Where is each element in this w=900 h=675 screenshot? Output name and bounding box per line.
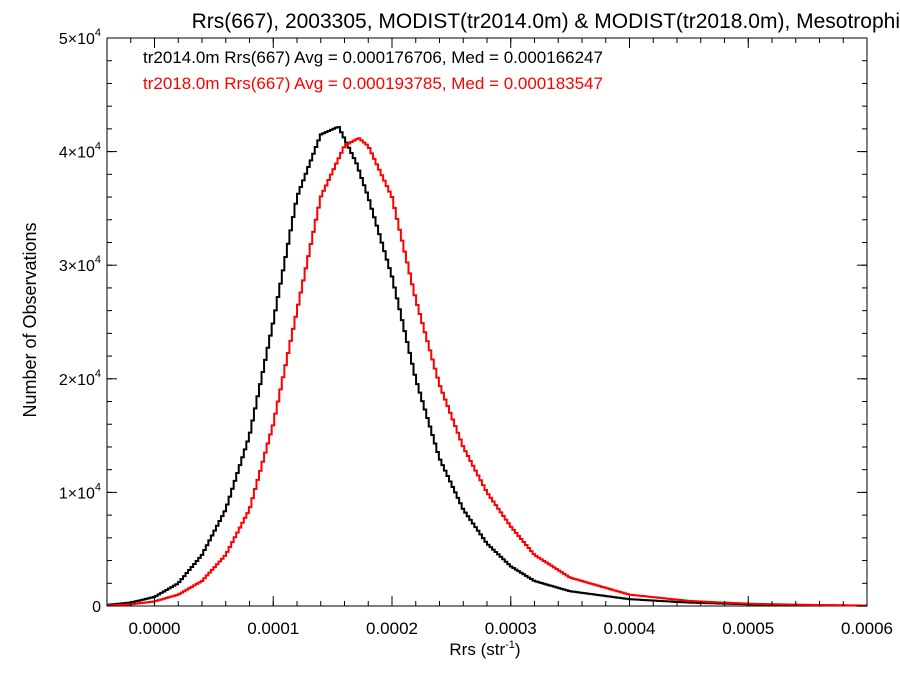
annotation-layer: tr2014.0m Rrs(667) Avg = 0.000176706, Me… (143, 48, 603, 93)
ticks-layer: 0.0000 0.0001 0.0002 0.0003 0.0004 0.0005 0.00… (59, 27, 893, 638)
x-axis-label-text: Rrs (str (449, 640, 505, 659)
y-axis-label: Number of Observations (20, 222, 40, 417)
y-tick-label: 0 (92, 599, 101, 616)
x-axis-label-superscript: -1 (505, 639, 515, 651)
series-line-2 (107, 137, 867, 607)
series-layer (107, 126, 867, 607)
y-tick-label: 3×104 (59, 254, 101, 275)
x-axis-label: Rrs (str-1) (449, 639, 520, 659)
chart-title: Rrs(667), 2003305, MODIST(tr2014.0m) & M… (192, 10, 900, 33)
x-tick-label: 0.0004 (604, 619, 656, 638)
y-tick-label: 1×104 (59, 481, 101, 502)
x-tick-label: 0.0006 (841, 619, 893, 638)
annotation-1: tr2014.0m Rrs(667) Avg = 0.000176706, Me… (143, 48, 603, 67)
x-tick-label: 0.0001 (247, 619, 299, 638)
x-tick-label: 0.0003 (485, 619, 537, 638)
x-axis-label-close: ) (515, 640, 521, 659)
y-tick-label: 5×104 (59, 27, 101, 48)
series-line-1 (107, 126, 867, 607)
x-tick-label: 0.0005 (722, 619, 774, 638)
annotation-2: tr2018.0m Rrs(667) Avg = 0.000193785, Me… (143, 74, 603, 93)
x-tick-label: 0.0002 (366, 619, 418, 638)
y-tick-label: 2×104 (59, 368, 101, 389)
x-tick-label: 0.0000 (129, 619, 181, 638)
y-tick-label: 4×104 (59, 141, 101, 162)
